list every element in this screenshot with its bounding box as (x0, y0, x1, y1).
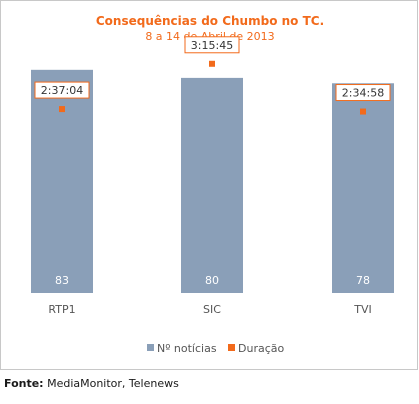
legend-label-duracao: Duração (238, 342, 284, 355)
duration-marker-sic (209, 60, 215, 67)
legend-swatch-noticias (147, 344, 154, 351)
duration-data-label-sic: 3:15:45 (191, 39, 233, 52)
duration-marker-rtp1 (59, 106, 65, 113)
bar-data-label-rtp1: 83 (55, 274, 69, 287)
plot-area: 83 RTP1 2:37:04 80 SIC 3:15:45 78 TVI 2:34:58 (31, 36, 394, 316)
bar-sic (181, 77, 243, 293)
chart: Consequências do Chumbo no TC. 8 a 14 de… (31, 14, 394, 355)
duration-marker-tvi (360, 108, 366, 115)
duration-data-label-tvi: 2:34:58 (342, 87, 384, 100)
duration-label-box-rtp1 (34, 81, 90, 99)
source-note: Fonte: MediaMonitor, Telenews (4, 377, 179, 390)
duration-label-box-sic (184, 36, 240, 54)
duration-label-box-tvi (335, 84, 391, 102)
bar-tvi (332, 83, 394, 294)
bar-data-label-tvi: 78 (356, 274, 370, 287)
source-text: MediaMonitor, Telenews (47, 377, 179, 390)
legend: Nº notícias Duração (147, 342, 284, 355)
legend-label-noticias: Nº notícias (157, 342, 217, 355)
x-tick-label-tvi: TVI (353, 303, 372, 316)
x-tick-label-rtp1: RTP1 (48, 303, 75, 316)
duration-data-label-rtp1: 2:37:04 (41, 84, 83, 97)
x-tick-label-sic: SIC (203, 303, 221, 316)
bar-data-label-sic: 80 (205, 274, 219, 287)
chart-frame: Consequências do Chumbo no TC. 8 a 14 de… (0, 0, 418, 370)
legend-swatch-duracao (228, 344, 235, 351)
source-label: Fonte: (4, 377, 44, 390)
bar-rtp1 (31, 69, 93, 293)
chart-title: Consequências do Chumbo no TC. (96, 14, 324, 28)
